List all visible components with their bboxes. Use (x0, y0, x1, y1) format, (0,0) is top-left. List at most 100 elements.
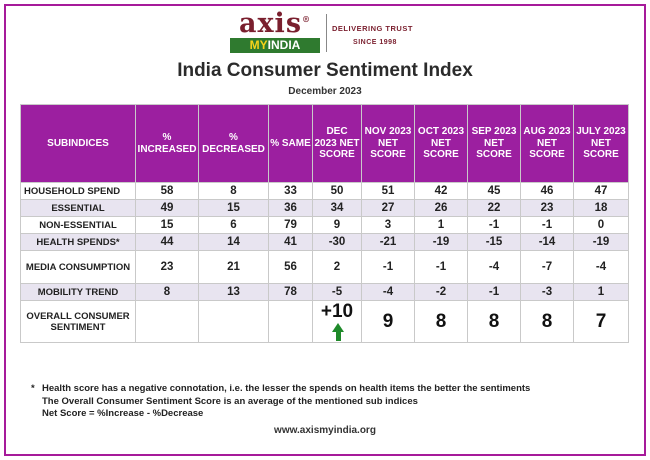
table-cell: 8 (467, 300, 521, 343)
table-cell: -5 (312, 283, 362, 301)
table-header-row: SUBINDICES % INCREASED % DECREASED % SAM… (20, 104, 629, 183)
table-cell: 33 (268, 182, 313, 200)
table-cell: 42 (414, 182, 468, 200)
row-label: NON-ESSENTIAL (20, 216, 136, 234)
logo-registered-mark: ® (302, 14, 312, 24)
table-cell: -2 (414, 283, 468, 301)
column-header: DEC 2023 NET SCORE (312, 104, 362, 183)
table-cell: 9 (361, 300, 415, 343)
table-cell: 34 (312, 199, 362, 217)
sentiment-table: SUBINDICES % INCREASED % DECREASED % SAM… (20, 104, 629, 343)
logo-since: SINCE 1998 (353, 39, 397, 46)
table-cell: -3 (520, 283, 574, 301)
overall-dec-score: +10 (320, 301, 354, 322)
page-subtitle: December 2023 (288, 86, 362, 97)
table-row: HEALTH SPENDS* 44 14 41 -30 -21 -19 -15 … (20, 233, 629, 251)
overall-row: OVERALL CONSUMER SENTIMENT +10 9 8 8 8 7 (20, 300, 629, 343)
column-header: % SAME (268, 104, 313, 183)
table-cell: -19 (414, 233, 468, 251)
table-cell: 6 (198, 216, 269, 234)
table-cell: 46 (520, 182, 574, 200)
table-cell: 51 (361, 182, 415, 200)
table-cell: 3 (361, 216, 415, 234)
table-cell: 7 (573, 300, 629, 343)
column-header: OCT 2023 NET SCORE (414, 104, 468, 183)
footnote-text: Health score has a negative connotation,… (42, 383, 531, 394)
table-cell: 1 (414, 216, 468, 234)
logo-tagline: DELIVERING TRUST (332, 24, 413, 33)
table-cell: 14 (198, 233, 269, 251)
table-cell: -15 (467, 233, 521, 251)
table-cell: 26 (414, 199, 468, 217)
table-cell: 56 (268, 250, 313, 284)
table-cell: 1 (573, 283, 629, 301)
table-cell: 8 (414, 300, 468, 343)
column-header: NOV 2023 NET SCORE (361, 104, 415, 183)
footnote-line: * Health score has a negative connotation… (31, 383, 531, 396)
table-cell (198, 300, 269, 343)
table-cell: -21 (361, 233, 415, 251)
logo-wordmark: axis® (230, 8, 320, 39)
table-row: HOUSEHOLD SPEND 58 8 33 50 51 42 45 46 4… (20, 182, 629, 200)
table-cell: -1 (520, 216, 574, 234)
website-url: www.axismyindia.org (274, 425, 376, 436)
table-cell: 8 (135, 283, 199, 301)
table-cell: 0 (573, 216, 629, 234)
row-label: OVERALL CONSUMER SENTIMENT (20, 300, 136, 343)
row-label: MEDIA CONSUMPTION (20, 250, 136, 284)
logo-axis-text: axis (238, 8, 303, 39)
table-cell: 22 (467, 199, 521, 217)
row-label: HOUSEHOLD SPEND (20, 182, 136, 200)
table-cell (135, 300, 199, 343)
table-cell: 23 (520, 199, 574, 217)
table-cell: 27 (361, 199, 415, 217)
table-cell: 58 (135, 182, 199, 200)
column-header: JULY 2023 NET SCORE (573, 104, 629, 183)
overall-aug-score: 8 (541, 310, 553, 332)
table-cell: 47 (573, 182, 629, 200)
table-cell: -4 (361, 283, 415, 301)
table-cell: 45 (467, 182, 521, 200)
table-cell: -1 (361, 250, 415, 284)
table-cell: 8 (520, 300, 574, 343)
column-header: SUBINDICES (20, 104, 136, 183)
column-header: SEP 2023 NET SCORE (467, 104, 521, 183)
overall-jul-score: 7 (595, 310, 607, 332)
table-cell: 13 (198, 283, 269, 301)
table-cell: -4 (467, 250, 521, 284)
table-cell: 15 (135, 216, 199, 234)
table-cell: 78 (268, 283, 313, 301)
table-cell: 23 (135, 250, 199, 284)
row-label: HEALTH SPENDS* (20, 233, 136, 251)
column-header: % DECREASED (198, 104, 269, 183)
page-frame (4, 4, 646, 456)
table-cell: 15 (198, 199, 269, 217)
table-cell: 79 (268, 216, 313, 234)
logo-my-text: MY (249, 38, 268, 52)
table-cell: -14 (520, 233, 574, 251)
up-arrow-icon (331, 323, 345, 341)
column-header: AUG 2023 NET SCORE (520, 104, 574, 183)
axis-my-india-logo: axis® MYINDIA DELIVERING TRUST SINCE 199… (230, 8, 420, 54)
overall-sep-score: 8 (488, 310, 500, 332)
table-cell: -1 (467, 283, 521, 301)
overall-oct-score: 8 (435, 310, 447, 332)
logo-divider (326, 14, 327, 52)
column-header: % INCREASED (135, 104, 199, 183)
table-row: ESSENTIAL 49 15 36 34 27 26 22 23 18 (20, 199, 629, 217)
row-label: ESSENTIAL (20, 199, 136, 217)
table-cell: 41 (268, 233, 313, 251)
table-cell: 18 (573, 199, 629, 217)
table-cell: 36 (268, 199, 313, 217)
table-cell: 9 (312, 216, 362, 234)
table-cell: 21 (198, 250, 269, 284)
table-cell: 44 (135, 233, 199, 251)
footnotes: * Health score has a negative connotation… (31, 383, 531, 421)
table-cell: -4 (573, 250, 629, 284)
table-cell: 2 (312, 250, 362, 284)
page-title: India Consumer Sentiment Index (177, 60, 473, 81)
footnote-star: * (31, 383, 35, 394)
table-cell: -19 (573, 233, 629, 251)
table-cell: -30 (312, 233, 362, 251)
table-row: MEDIA CONSUMPTION 23 21 56 2 -1 -1 -4 -7… (20, 250, 629, 284)
